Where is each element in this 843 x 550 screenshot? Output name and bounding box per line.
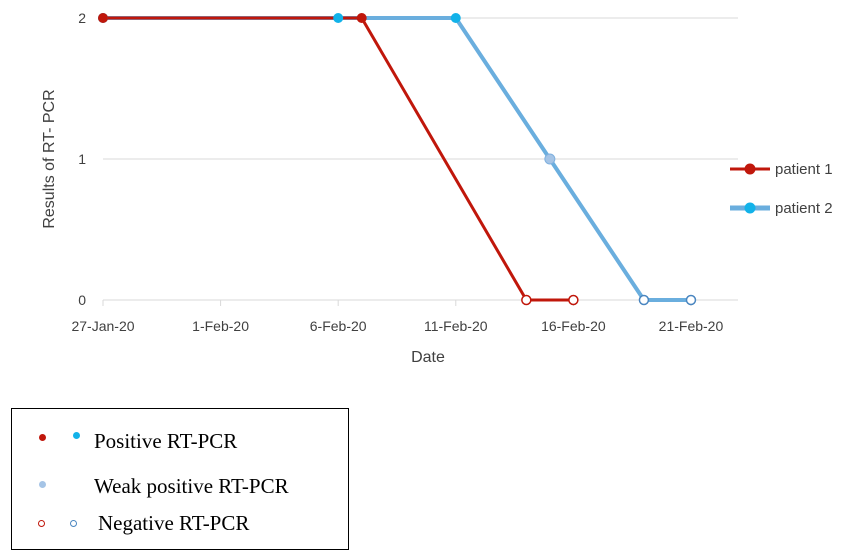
marker-positive-patient-1	[98, 13, 108, 23]
positive-dot-blue	[73, 432, 80, 439]
x-tick-label: 6-Feb-20	[310, 318, 367, 334]
marker-negative-patient-1	[568, 294, 579, 306]
weak-positive-dot	[39, 481, 46, 488]
legend-label-patient-2: patient 2	[775, 200, 833, 217]
x-tick-label: 27-Jan-20	[71, 318, 134, 334]
legend-marker-patient-2	[744, 202, 756, 214]
key-negative-label: Negative RT-PCR	[98, 511, 250, 535]
y-tick-label: 0	[78, 292, 86, 308]
legend-label-patient-1: patient 1	[775, 161, 833, 178]
series-lines	[101, 16, 693, 302]
marker-negative-patient-1	[521, 294, 532, 306]
negative-circle-red	[38, 520, 45, 527]
marker-negative-patient-2	[638, 294, 650, 306]
x-axis-label: Date	[411, 349, 445, 366]
legend-marker-patient-1	[744, 163, 756, 175]
series-legend: patient 1 patient 2	[730, 161, 833, 217]
series-markers	[98, 13, 697, 306]
marker-positive-patient-2	[333, 13, 344, 23]
marker-weak-positive-patient-2	[544, 153, 556, 165]
negative-circle-blue	[70, 520, 77, 527]
marker-positive-patient-2	[450, 13, 461, 23]
y-tick-labels: 0 1 2	[78, 10, 86, 308]
marker-negative-patient-2	[685, 294, 697, 306]
key-weak-positive-label: Weak positive RT-PCR	[94, 474, 289, 498]
y-tick-label: 1	[78, 151, 86, 167]
series-line-patient-1	[101, 16, 575, 302]
y-tick-label: 2	[78, 10, 86, 26]
x-tick-labels: 27-Jan-20 1-Feb-20 6-Feb-20 11-Feb-20 16-Feb…	[71, 318, 723, 334]
gridlines	[102, 17, 738, 306]
result-key: Positive RT-PCR Weak positive RT-PCR Neg…	[11, 408, 349, 550]
y-axis-label: Results of RT- PCR	[41, 89, 58, 228]
marker-positive-patient-1	[356, 13, 367, 23]
x-tick-label: 21-Feb-20	[659, 318, 724, 334]
x-tick-label: 11-Feb-20	[424, 318, 488, 334]
key-positive-label: Positive RT-PCR	[94, 429, 238, 453]
line-chart: 0 1 2 27-Jan-20 1-Feb-20 6-Feb-20 11-Feb-20 16…	[41, 10, 833, 366]
x-tick-label: 1-Feb-20	[192, 318, 249, 334]
x-tick-label: 16-Feb-20	[541, 318, 606, 334]
positive-dot-red	[39, 434, 46, 441]
